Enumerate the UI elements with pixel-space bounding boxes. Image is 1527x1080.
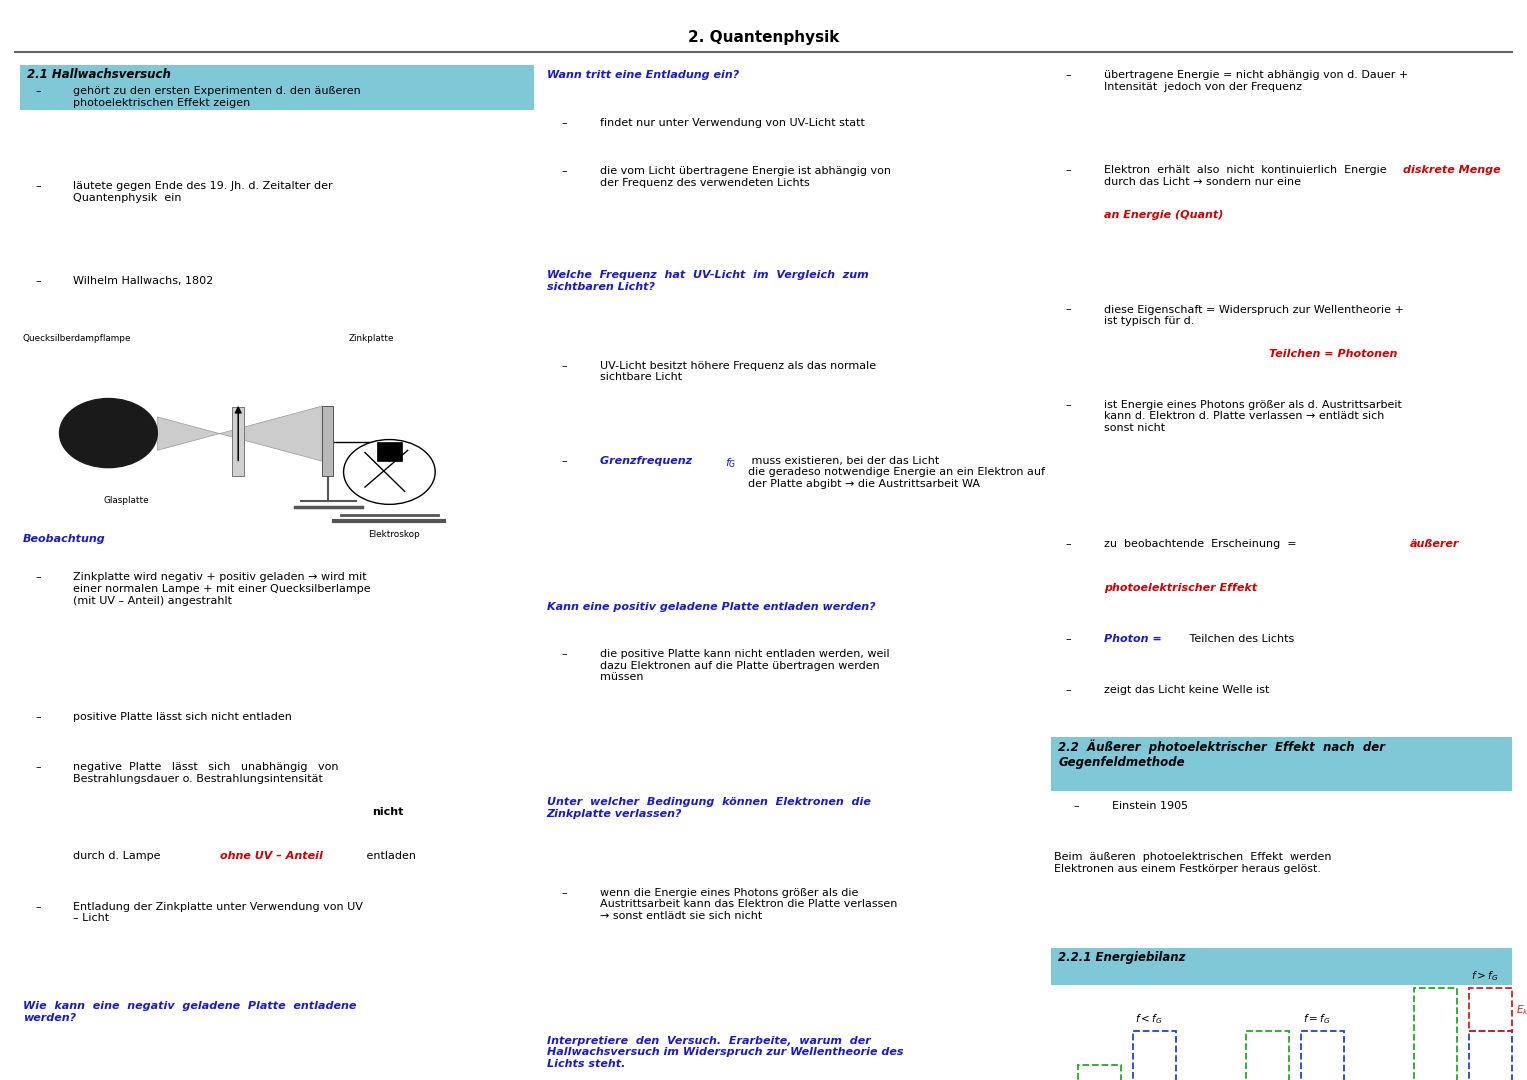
Text: –: – bbox=[1066, 400, 1072, 409]
Text: Zinkplatte: Zinkplatte bbox=[348, 334, 394, 342]
Text: –: – bbox=[562, 649, 568, 659]
Text: $f = f_G$: $f = f_G$ bbox=[1303, 1012, 1330, 1026]
Text: entladen: entladen bbox=[363, 851, 417, 861]
Text: diskrete Menge: diskrete Menge bbox=[1403, 165, 1501, 175]
Text: Einstein 1905: Einstein 1905 bbox=[1112, 801, 1188, 811]
Text: Kann eine positiv geladene Platte entladen werden?: Kann eine positiv geladene Platte entlad… bbox=[547, 602, 875, 611]
Text: ist Energie eines Photons größer als d. Austrittsarbeit
kann d. Elektron d. Plat: ist Energie eines Photons größer als d. … bbox=[1104, 400, 1402, 433]
Text: negative  Platte   lässt   sich   unabhängig   von
Bestrahlungsdauer o. Bestrahl: negative Platte lässt sich unabhängig vo… bbox=[73, 762, 339, 784]
Text: –: – bbox=[35, 276, 41, 286]
FancyBboxPatch shape bbox=[322, 406, 333, 476]
Text: –: – bbox=[35, 902, 41, 912]
Text: Elektroskop: Elektroskop bbox=[368, 530, 420, 539]
Text: UV-Licht besitzt höhere Frequenz als das normale
sichtbare Licht: UV-Licht besitzt höhere Frequenz als das… bbox=[600, 361, 876, 382]
Text: –: – bbox=[35, 762, 41, 772]
Text: Quecksilberdampflampe: Quecksilberdampflampe bbox=[23, 334, 131, 342]
Text: $f_G$: $f_G$ bbox=[725, 456, 738, 470]
Text: Elektron  erhält  also  nicht  kontinuierlich  Energie
durch das Licht → sondern: Elektron erhält also nicht kontinuierlic… bbox=[1104, 165, 1387, 187]
Text: Wilhelm Hallwachs, 1802: Wilhelm Hallwachs, 1802 bbox=[73, 276, 214, 286]
Text: Wie  kann  eine  negativ  geladene  Platte  entladene
werden?: Wie kann eine negativ geladene Platte en… bbox=[23, 1001, 356, 1023]
Text: nicht: nicht bbox=[373, 807, 405, 816]
FancyBboxPatch shape bbox=[20, 65, 534, 110]
FancyBboxPatch shape bbox=[377, 442, 402, 461]
Text: Unter  welcher  Bedingung  können  Elektronen  die
Zinkplatte verlassen?: Unter welcher Bedingung können Elektrone… bbox=[547, 797, 870, 819]
Text: 2.2  Äußerer  photoelektrischer  Effekt  nach  der
Gegenfeldmethode: 2.2 Äußerer photoelektrischer Effekt nac… bbox=[1058, 740, 1385, 769]
Text: Glasplatte: Glasplatte bbox=[104, 496, 150, 504]
Text: läutete gegen Ende des 19. Jh. d. Zeitalter der
Quantenphysik  ein: läutete gegen Ende des 19. Jh. d. Zeital… bbox=[73, 181, 333, 203]
Text: Welche  Frequenz  hat  UV-Licht  im  Vergleich  zum
sichtbaren Licht?: Welche Frequenz hat UV-Licht im Vergleic… bbox=[547, 270, 869, 292]
Text: $f > f_G$: $f > f_G$ bbox=[1471, 969, 1498, 983]
Text: –: – bbox=[562, 166, 568, 176]
Text: Interpretiere  den  Versuch.  Erarbeite,  warum  der
Hallwachsversuch im Widersp: Interpretiere den Versuch. Erarbeite, wa… bbox=[547, 1036, 902, 1069]
Text: zeigt das Licht keine Welle ist: zeigt das Licht keine Welle ist bbox=[1104, 685, 1269, 694]
Text: die positive Platte kann nicht entladen werden, weil
dazu Elektronen auf die Pla: die positive Platte kann nicht entladen … bbox=[600, 649, 890, 683]
Text: durch d. Lampe: durch d. Lampe bbox=[73, 851, 165, 861]
Text: äußerer: äußerer bbox=[1409, 539, 1458, 549]
Text: ohne UV – Anteil: ohne UV – Anteil bbox=[220, 851, 322, 861]
Text: positive Platte lässt sich nicht entladen: positive Platte lässt sich nicht entlade… bbox=[73, 712, 292, 721]
Text: Photon =: Photon = bbox=[1104, 634, 1162, 644]
Text: –: – bbox=[1073, 801, 1080, 811]
FancyBboxPatch shape bbox=[1051, 737, 1512, 791]
Text: –: – bbox=[1066, 305, 1072, 314]
Text: –: – bbox=[562, 118, 568, 127]
Text: –: – bbox=[1066, 634, 1072, 644]
Text: 2. Quantenphysik: 2. Quantenphysik bbox=[687, 30, 840, 45]
FancyBboxPatch shape bbox=[232, 407, 244, 476]
Text: –: – bbox=[35, 181, 41, 191]
Polygon shape bbox=[157, 406, 322, 461]
Text: Grenzfrequenz: Grenzfrequenz bbox=[600, 456, 696, 465]
Text: muss existieren, bei der das Licht
die geradeso notwendige Energie an ein Elektr: muss existieren, bei der das Licht die g… bbox=[748, 456, 1044, 489]
Text: –: – bbox=[35, 712, 41, 721]
Text: $E_{kin}$: $E_{kin}$ bbox=[1516, 1003, 1527, 1016]
Text: Beobachtung: Beobachtung bbox=[23, 534, 105, 543]
Text: Teilchen = Photonen: Teilchen = Photonen bbox=[1269, 349, 1397, 359]
Text: diese Eigenschaft = Widerspruch zur Wellentheorie +
ist typisch für d.: diese Eigenschaft = Widerspruch zur Well… bbox=[1104, 305, 1403, 326]
Text: –: – bbox=[1066, 70, 1072, 80]
Text: gehört zu den ersten Experimenten d. den äußeren
photoelektrischen Effekt zeigen: gehört zu den ersten Experimenten d. den… bbox=[73, 86, 360, 108]
Text: zu  beobachtende  Erscheinung  =: zu beobachtende Erscheinung = bbox=[1104, 539, 1304, 549]
Text: übertragene Energie = nicht abhängig von d. Dauer +
Intensität  jedoch von der F: übertragene Energie = nicht abhängig von… bbox=[1104, 70, 1408, 92]
Text: –: – bbox=[562, 361, 568, 370]
Text: an Energie (Quant): an Energie (Quant) bbox=[1104, 210, 1223, 219]
Text: 2.2.1 Energiebilanz: 2.2.1 Energiebilanz bbox=[1058, 951, 1185, 964]
Text: Teilchen des Lichts: Teilchen des Lichts bbox=[1186, 634, 1295, 644]
Text: photoelektrischer Effekt: photoelektrischer Effekt bbox=[1104, 583, 1257, 593]
Circle shape bbox=[344, 440, 435, 504]
Text: –: – bbox=[1066, 685, 1072, 694]
Text: Zinkplatte wird negativ + positiv geladen → wird mit
einer normalen Lampe + mit : Zinkplatte wird negativ + positiv gelade… bbox=[73, 572, 371, 606]
Text: findet nur unter Verwendung von UV-Licht statt: findet nur unter Verwendung von UV-Licht… bbox=[600, 118, 864, 127]
Text: –: – bbox=[562, 888, 568, 897]
Text: –: – bbox=[35, 86, 41, 96]
Text: –: – bbox=[562, 456, 568, 465]
Text: $f < f_G$: $f < f_G$ bbox=[1135, 1012, 1162, 1026]
Text: –: – bbox=[35, 572, 41, 582]
FancyBboxPatch shape bbox=[1051, 948, 1512, 985]
Text: –: – bbox=[1066, 539, 1072, 549]
Text: Entladung der Zinkplatte unter Verwendung von UV
– Licht: Entladung der Zinkplatte unter Verwendun… bbox=[73, 902, 363, 923]
Text: –: – bbox=[1066, 165, 1072, 175]
Text: 2.1 Hallwachsversuch: 2.1 Hallwachsversuch bbox=[27, 68, 171, 81]
Text: Wann tritt eine Entladung ein?: Wann tritt eine Entladung ein? bbox=[547, 70, 739, 80]
Text: die vom Licht übertragene Energie ist abhängig von
der Frequenz des verwendeten : die vom Licht übertragene Energie ist ab… bbox=[600, 166, 892, 188]
Text: wenn die Energie eines Photons größer als die
Austrittsarbeit kann das Elektron : wenn die Energie eines Photons größer al… bbox=[600, 888, 898, 921]
Text: Beim  äußeren  photoelektrischen  Effekt  werden
Elektronen aus einem Festkörper: Beim äußeren photoelektrischen Effekt we… bbox=[1054, 852, 1332, 874]
Circle shape bbox=[60, 399, 157, 468]
